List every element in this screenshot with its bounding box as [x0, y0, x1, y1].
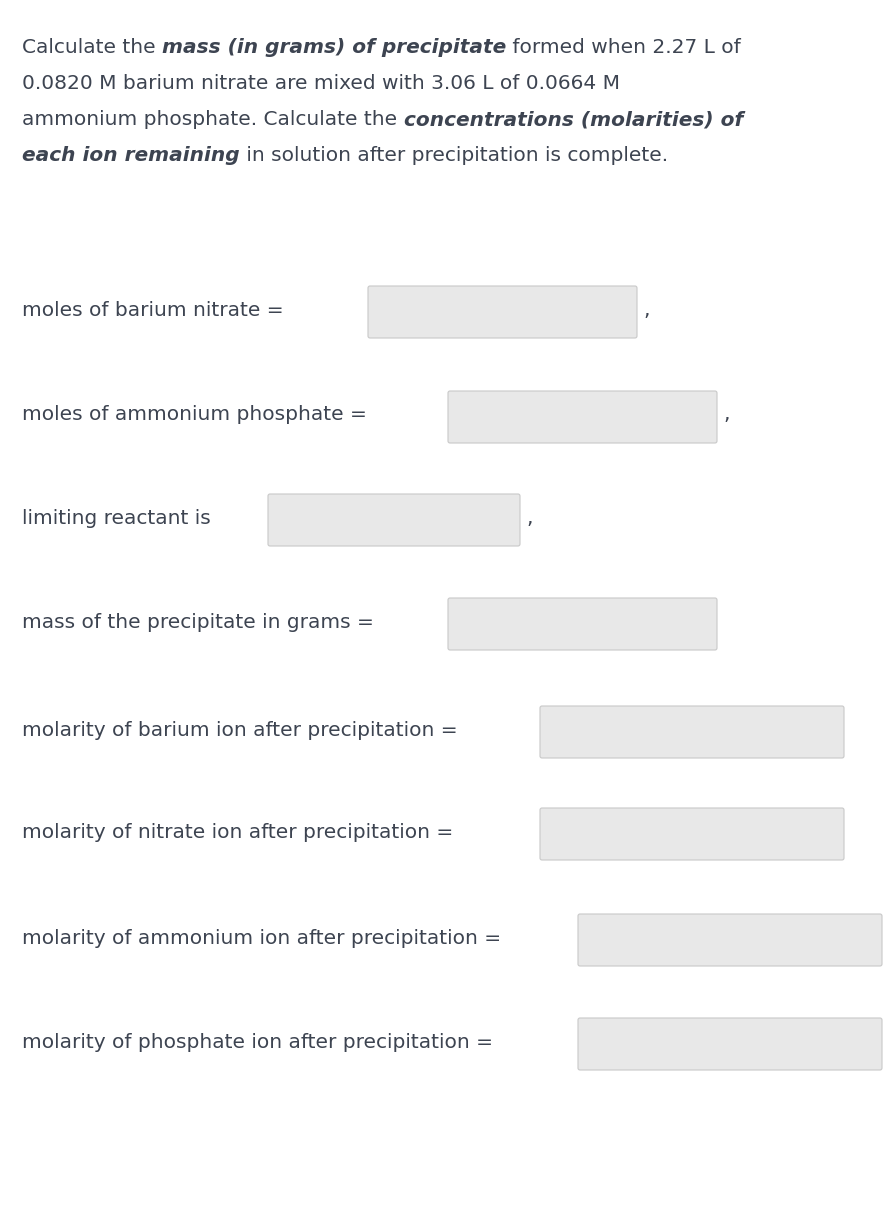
Text: formed when 2.27 L of: formed when 2.27 L of	[506, 38, 741, 57]
Text: molarity of ammonium ion after precipitation =: molarity of ammonium ion after precipita…	[22, 929, 501, 947]
FancyBboxPatch shape	[578, 914, 882, 966]
Text: molarity of barium ion after precipitation =: molarity of barium ion after precipitati…	[22, 721, 458, 739]
FancyBboxPatch shape	[540, 706, 844, 758]
Text: mass (in grams) of precipitate: mass (in grams) of precipitate	[162, 38, 506, 57]
FancyBboxPatch shape	[448, 392, 717, 443]
FancyBboxPatch shape	[268, 494, 520, 546]
Text: Calculate the: Calculate the	[22, 38, 162, 57]
Text: ,: ,	[723, 405, 729, 424]
Text: mass of the precipitate in grams =: mass of the precipitate in grams =	[22, 613, 374, 631]
Text: limiting reactant is: limiting reactant is	[22, 508, 211, 528]
Text: molarity of phosphate ion after precipitation =: molarity of phosphate ion after precipit…	[22, 1032, 493, 1052]
Text: moles of barium nitrate =: moles of barium nitrate =	[22, 300, 284, 320]
Text: ,: ,	[643, 300, 650, 320]
Text: moles of ammonium phosphate =: moles of ammonium phosphate =	[22, 405, 366, 424]
Text: each ion remaining: each ion remaining	[22, 146, 239, 165]
Text: 0.0820 M barium nitrate are mixed with 3.06 L of 0.0664 M: 0.0820 M barium nitrate are mixed with 3…	[22, 74, 620, 92]
Text: ,: ,	[526, 508, 532, 528]
Text: in solution after precipitation is complete.: in solution after precipitation is compl…	[239, 146, 668, 165]
Text: molarity of nitrate ion after precipitation =: molarity of nitrate ion after precipitat…	[22, 822, 453, 841]
FancyBboxPatch shape	[578, 1018, 882, 1070]
FancyBboxPatch shape	[540, 807, 844, 860]
FancyBboxPatch shape	[368, 286, 637, 338]
FancyBboxPatch shape	[448, 598, 717, 651]
Text: ammonium phosphate. Calculate the: ammonium phosphate. Calculate the	[22, 109, 403, 129]
Text: concentrations (molarities) of: concentrations (molarities) of	[403, 109, 743, 129]
